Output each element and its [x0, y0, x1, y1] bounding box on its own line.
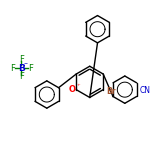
Text: $^{-}$: $^{-}$ — [22, 61, 28, 67]
Text: B: B — [18, 64, 25, 73]
Text: Br: Br — [106, 87, 116, 96]
Text: F: F — [28, 64, 33, 73]
Text: F: F — [19, 55, 24, 64]
Text: F: F — [19, 73, 24, 81]
Text: CN: CN — [140, 86, 151, 95]
Text: F: F — [10, 64, 15, 73]
Text: O: O — [68, 85, 75, 94]
Text: $^{+}$: $^{+}$ — [76, 83, 81, 88]
